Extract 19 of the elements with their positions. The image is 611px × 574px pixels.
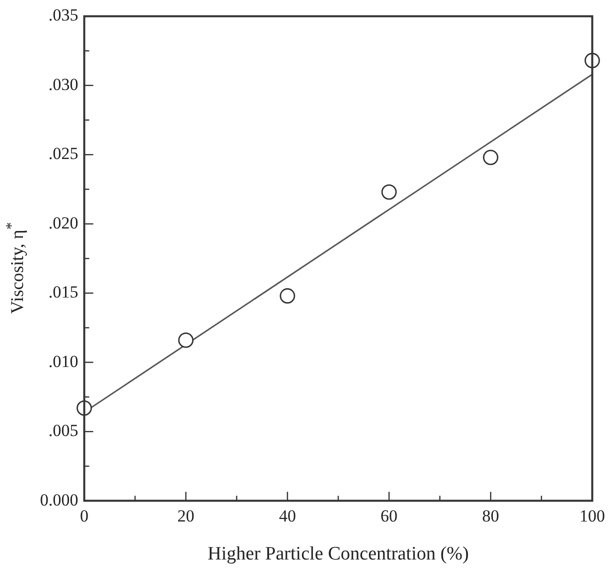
x-tick-label: 0 [80,506,88,526]
y-tick-label: .010 [48,352,78,371]
y-tick-label: 0.000 [40,490,78,510]
y-tick-label: .025 [48,144,78,164]
y-tick-label: .005 [48,421,78,440]
y-tick-label: .035 [48,6,78,25]
x-tick-label: 100 [580,506,605,526]
y-tick-label: .015 [48,282,78,302]
y-tick-label: .030 [48,74,78,94]
y-tick-label: .020 [48,213,78,232]
x-tick-label: 40 [278,506,296,526]
point [381,184,397,200]
x-tick-label: 80 [482,506,500,526]
x-tick-label: 20 [177,506,194,526]
x-axis-title: Higher Particle Concentration (%) [208,544,469,565]
point [178,332,194,348]
point [280,288,296,304]
x-tick-label: 60 [380,506,398,526]
point [482,150,498,166]
